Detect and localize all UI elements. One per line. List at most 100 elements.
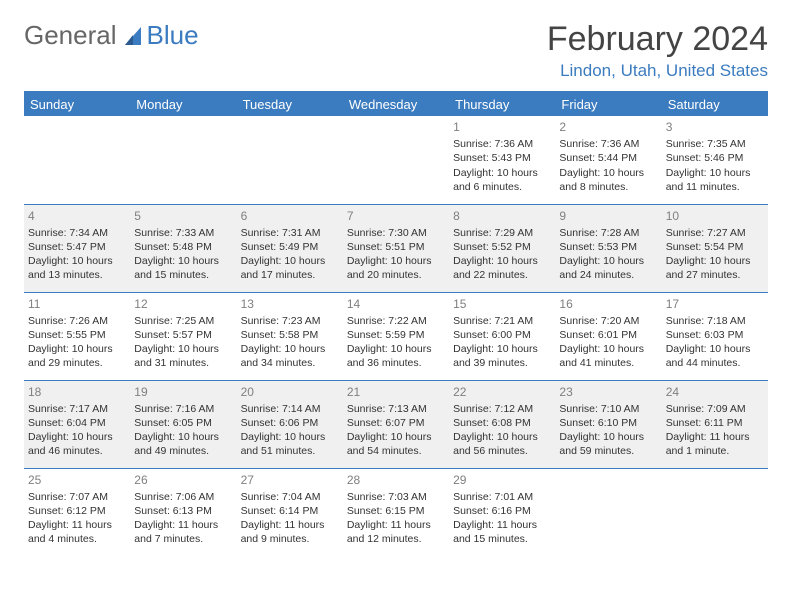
header: General Blue February 2024 Lindon, Utah,… (24, 20, 768, 81)
calendar-day-cell: 21Sunrise: 7:13 AMSunset: 6:07 PMDayligh… (343, 380, 449, 468)
calendar-day-cell: 13Sunrise: 7:23 AMSunset: 5:58 PMDayligh… (237, 292, 343, 380)
logo-text-blue: Blue (147, 20, 199, 51)
sunrise-text: Sunrise: 7:18 AM (666, 314, 764, 328)
sunrise-text: Sunrise: 7:12 AM (453, 402, 551, 416)
sunset-text: Sunset: 5:55 PM (28, 328, 126, 342)
sunrise-text: Sunrise: 7:04 AM (241, 490, 339, 504)
sunrise-text: Sunrise: 7:01 AM (453, 490, 551, 504)
sunrise-text: Sunrise: 7:36 AM (559, 137, 657, 151)
day-number: 26 (134, 472, 232, 488)
day-number: 19 (134, 384, 232, 400)
calendar-day-cell: 2 Sunrise: 7:36 AMSunset: 5:44 PMDaylight… (555, 116, 661, 204)
sunrise-text: Sunrise: 7:28 AM (559, 226, 657, 240)
day-number: 11 (28, 296, 126, 312)
title-block: February 2024 Lindon, Utah, United State… (547, 20, 768, 81)
calendar-day-cell: 3Sunrise: 7:35 AMSunset: 5:46 PMDaylight… (662, 116, 768, 204)
sunrise-text: Sunrise: 7:21 AM (453, 314, 551, 328)
calendar-day-cell: 5Sunrise: 7:33 AMSunset: 5:48 PMDaylight… (130, 204, 236, 292)
sunset-text: Sunset: 5:51 PM (347, 240, 445, 254)
day-number: 22 (453, 384, 551, 400)
sunset-text: Sunset: 5:52 PM (453, 240, 551, 254)
day-number: 13 (241, 296, 339, 312)
day-number: 4 (28, 208, 126, 224)
calendar-empty-cell (662, 468, 768, 556)
calendar-day-cell: 28Sunrise: 7:03 AMSunset: 6:15 PMDayligh… (343, 468, 449, 556)
day-number: 5 (134, 208, 232, 224)
sunrise-text: Sunrise: 7:14 AM (241, 402, 339, 416)
calendar-week-row: 11Sunrise: 7:26 AMSunset: 5:55 PMDayligh… (24, 292, 768, 380)
daylight-text: Daylight: 10 hours and 54 minutes. (347, 430, 445, 458)
daylight-text: Daylight: 11 hours and 9 minutes. (241, 518, 339, 546)
sunset-text: Sunset: 6:13 PM (134, 504, 232, 518)
weekday-header: Sunday (24, 93, 130, 116)
calendar-day-cell: 8Sunrise: 7:29 AMSunset: 5:52 PMDaylight… (449, 204, 555, 292)
calendar-day-cell: 19Sunrise: 7:16 AMSunset: 6:05 PMDayligh… (130, 380, 236, 468)
calendar-body: 1Sunrise: 7:36 AMSunset: 5:43 PMDaylight… (24, 116, 768, 556)
calendar-day-cell: 1Sunrise: 7:36 AMSunset: 5:43 PMDaylight… (449, 116, 555, 204)
sunrise-text: Sunrise: 7:17 AM (28, 402, 126, 416)
calendar-empty-cell (555, 468, 661, 556)
day-number: 16 (559, 296, 657, 312)
day-number: 15 (453, 296, 551, 312)
calendar-empty-cell (343, 116, 449, 204)
day-number: 9 (559, 208, 657, 224)
sunset-text: Sunset: 6:10 PM (559, 416, 657, 430)
sunrise-text: Sunrise: 7:09 AM (666, 402, 764, 416)
sunset-text: Sunset: 6:12 PM (28, 504, 126, 518)
sunset-text: Sunset: 5:44 PM (559, 151, 657, 165)
day-number: 27 (241, 472, 339, 488)
calendar-day-cell: 9 Sunrise: 7:28 AMSunset: 5:53 PMDaylight… (555, 204, 661, 292)
sunrise-text: Sunrise: 7:33 AM (134, 226, 232, 240)
daylight-text: Daylight: 10 hours and 49 minutes. (134, 430, 232, 458)
calendar-day-cell: 17Sunrise: 7:18 AMSunset: 6:03 PMDayligh… (662, 292, 768, 380)
daylight-text: Daylight: 10 hours and 46 minutes. (28, 430, 126, 458)
weekday-header: Friday (555, 93, 661, 116)
sunrise-text: Sunrise: 7:22 AM (347, 314, 445, 328)
sunset-text: Sunset: 5:58 PM (241, 328, 339, 342)
daylight-text: Daylight: 10 hours and 39 minutes. (453, 342, 551, 370)
daylight-text: Daylight: 10 hours and 44 minutes. (666, 342, 764, 370)
sunset-text: Sunset: 6:14 PM (241, 504, 339, 518)
sunset-text: Sunset: 5:46 PM (666, 151, 764, 165)
sunrise-text: Sunrise: 7:07 AM (28, 490, 126, 504)
daylight-text: Daylight: 10 hours and 17 minutes. (241, 254, 339, 282)
sunset-text: Sunset: 5:59 PM (347, 328, 445, 342)
day-number: 2 (559, 119, 657, 135)
daylight-text: Daylight: 11 hours and 4 minutes. (28, 518, 126, 546)
sunset-text: Sunset: 5:49 PM (241, 240, 339, 254)
sunset-text: Sunset: 6:04 PM (28, 416, 126, 430)
daylight-text: Daylight: 10 hours and 27 minutes. (666, 254, 764, 282)
sunset-text: Sunset: 5:47 PM (28, 240, 126, 254)
day-number: 23 (559, 384, 657, 400)
calendar-day-cell: 12Sunrise: 7:25 AMSunset: 5:57 PMDayligh… (130, 292, 236, 380)
day-number: 3 (666, 119, 764, 135)
daylight-text: Daylight: 10 hours and 51 minutes. (241, 430, 339, 458)
sunrise-text: Sunrise: 7:36 AM (453, 137, 551, 151)
day-number: 12 (134, 296, 232, 312)
calendar-empty-cell (237, 116, 343, 204)
sunrise-text: Sunrise: 7:29 AM (453, 226, 551, 240)
daylight-text: Daylight: 10 hours and 8 minutes. (559, 166, 657, 194)
daylight-text: Daylight: 11 hours and 1 minute. (666, 430, 764, 458)
daylight-text: Daylight: 10 hours and 15 minutes. (134, 254, 232, 282)
day-number: 6 (241, 208, 339, 224)
day-number: 21 (347, 384, 445, 400)
calendar-day-cell: 18Sunrise: 7:17 AMSunset: 6:04 PMDayligh… (24, 380, 130, 468)
calendar-day-cell: 11Sunrise: 7:26 AMSunset: 5:55 PMDayligh… (24, 292, 130, 380)
day-number: 10 (666, 208, 764, 224)
calendar-week-row: 18Sunrise: 7:17 AMSunset: 6:04 PMDayligh… (24, 380, 768, 468)
daylight-text: Daylight: 10 hours and 34 minutes. (241, 342, 339, 370)
daylight-text: Daylight: 10 hours and 20 minutes. (347, 254, 445, 282)
sunset-text: Sunset: 6:06 PM (241, 416, 339, 430)
calendar-day-cell: 27 Sunrise: 7:04 AMSunset: 6:14 PMDayligh… (237, 468, 343, 556)
sunrise-text: Sunrise: 7:03 AM (347, 490, 445, 504)
calendar-empty-cell (24, 116, 130, 204)
day-number: 28 (347, 472, 445, 488)
weekday-header: Saturday (662, 93, 768, 116)
daylight-text: Daylight: 10 hours and 24 minutes. (559, 254, 657, 282)
sunrise-text: Sunrise: 7:20 AM (559, 314, 657, 328)
calendar-week-row: 4Sunrise: 7:34 AMSunset: 5:47 PMDaylight… (24, 204, 768, 292)
sunset-text: Sunset: 5:53 PM (559, 240, 657, 254)
day-number: 17 (666, 296, 764, 312)
calendar-day-cell: 29Sunrise: 7:01 AMSunset: 6:16 PMDayligh… (449, 468, 555, 556)
